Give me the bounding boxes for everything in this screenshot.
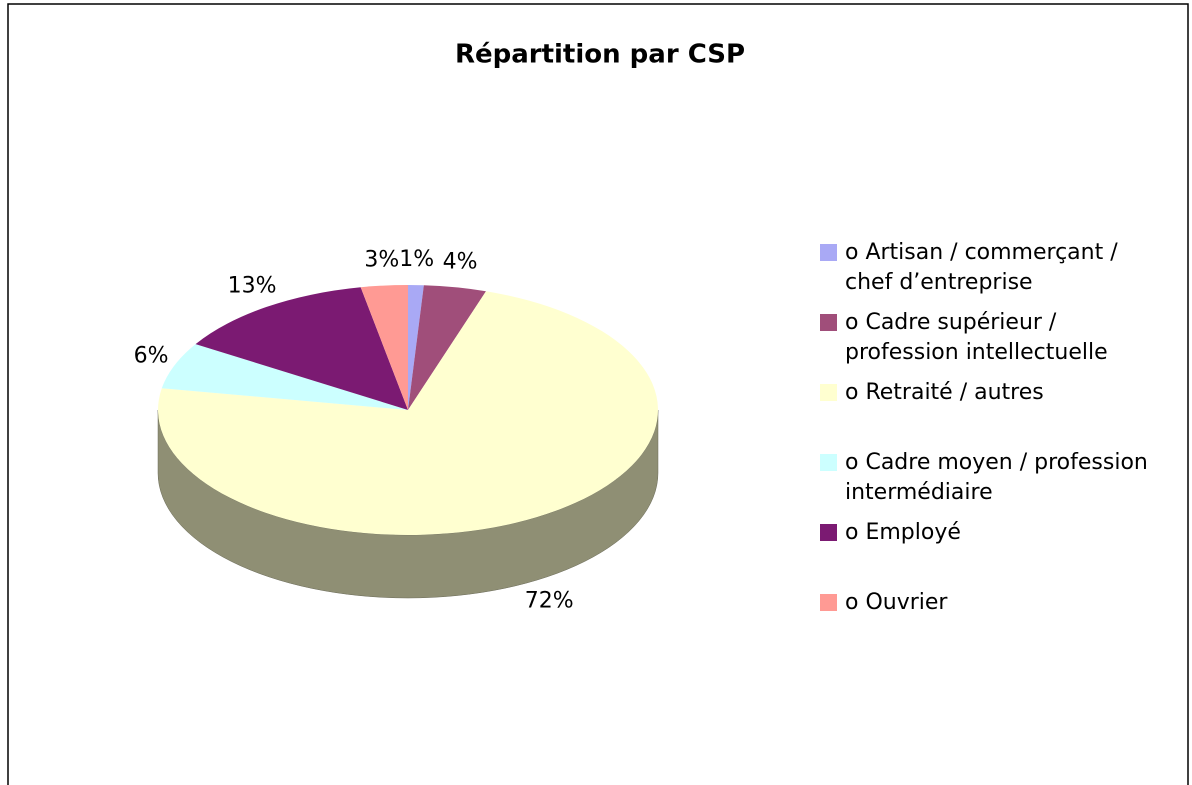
frame: [7, 3, 1189, 785]
data-label: 4%: [443, 250, 478, 275]
legend-entry: o Retraité / autres: [820, 378, 1170, 408]
slice: [360, 285, 408, 410]
slice: [195, 287, 408, 410]
legend-label: o Cadre supérieur / profession intellect…: [845, 310, 1108, 365]
legend-swatch: [820, 594, 837, 611]
legend-swatch: [820, 314, 837, 331]
slice: [161, 344, 408, 410]
chart-title: Répartition par CSP: [455, 40, 745, 70]
slice: [408, 285, 487, 410]
legend-swatch: [820, 454, 837, 471]
legend-label: o Cadre moyen / profession intermédiaire: [845, 450, 1148, 505]
legend-swatch: [820, 524, 837, 541]
data-label: 6%: [134, 343, 169, 368]
legend-entry: o Cadre supérieur / profession intellect…: [820, 308, 1170, 368]
slice: [408, 285, 424, 410]
data-label: 13%: [228, 273, 277, 298]
data-label: 3%: [364, 248, 399, 273]
legend-swatch: [820, 384, 837, 401]
legend-entry: o Cadre moyen / profession intermédiaire: [820, 448, 1170, 508]
legend-label: o Artisan / commerçant / chef d’entrepri…: [845, 240, 1118, 295]
legend-entry: o Ouvrier: [820, 588, 1170, 618]
legend-entry: o Employé: [820, 518, 1170, 548]
legend-label: o Ouvrier: [845, 590, 948, 615]
legend-swatch: [820, 244, 837, 261]
slice: [158, 291, 659, 536]
legend-label: o Employé: [845, 520, 961, 545]
data-label: 72%: [525, 589, 574, 614]
legend-entry: o Artisan / commerçant / chef d’entrepri…: [820, 238, 1170, 298]
legend-label: o Retraité / autres: [845, 380, 1044, 405]
data-label: 1%: [399, 247, 434, 272]
